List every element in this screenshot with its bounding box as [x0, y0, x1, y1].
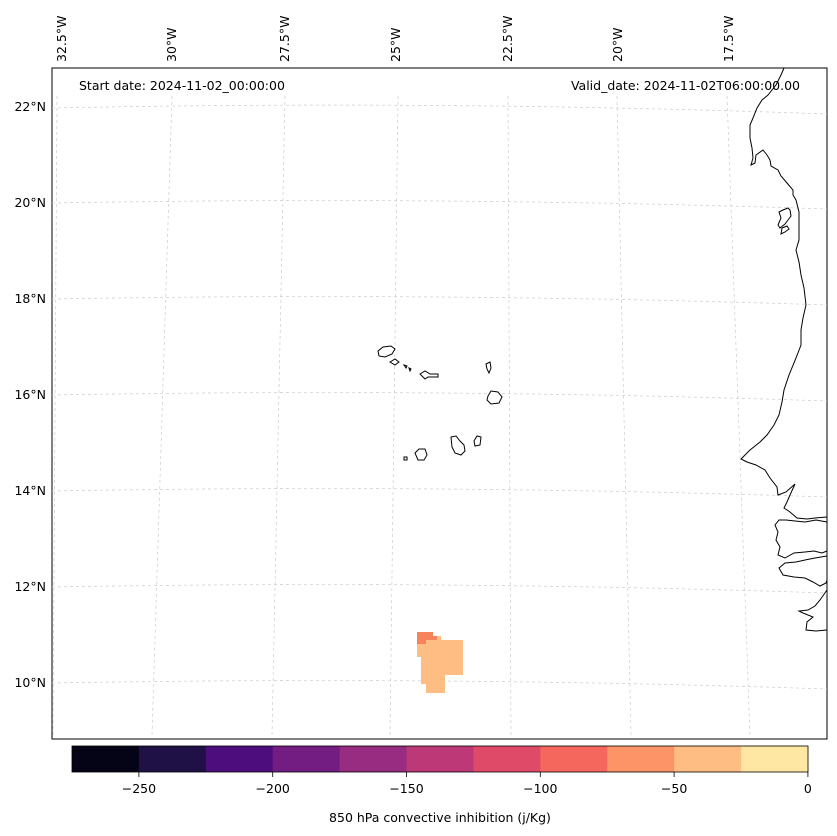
- lat-label: 10°N: [14, 675, 46, 690]
- cape-verde-islands: [377, 345, 503, 461]
- colorbar-tick-labels: −250 −200 −150 −100 −50 0: [122, 781, 812, 796]
- start-date-label: Start date: 2024-11-02_00:00:00: [79, 78, 285, 93]
- lat-label: 20°N: [14, 195, 46, 210]
- cin-patch-edge: [417, 632, 437, 644]
- colorbar-frame: [71, 745, 809, 773]
- colorbar-segment: [741, 746, 809, 772]
- longitude-labels: 32.5°W 30°W 27.5°W 25°W 22.5°W 20°W 17.5…: [54, 16, 736, 62]
- lon-label: 25°W: [388, 27, 403, 62]
- lon-label: 30°W: [164, 27, 179, 62]
- lon-label: 22.5°W: [500, 16, 515, 62]
- colorbar-tick-label: −50: [661, 781, 687, 796]
- valid-date-label: Valid_date: 2024-11-02T06:00:00.00: [571, 78, 800, 93]
- colorbar-segment: [674, 746, 742, 772]
- colorbar-tick-label: −250: [122, 781, 156, 796]
- colorbar-segment: [205, 746, 274, 772]
- gridlines: [51, 95, 828, 736]
- lat-label: 18°N: [14, 291, 46, 306]
- colorbar-segment: [138, 746, 207, 772]
- colorbar-segment: [272, 746, 341, 772]
- colorbar: −250 −200 −150 −100 −50 0 850 hPa convec…: [71, 745, 812, 825]
- cin-patch-main: [417, 632, 463, 693]
- lat-label: 14°N: [14, 483, 46, 498]
- lat-label: 16°N: [14, 387, 46, 402]
- lon-label: 20°W: [610, 27, 625, 62]
- lon-label: 32.5°W: [54, 16, 69, 62]
- colorbar-label: 850 hPa convective inhibition (j/Kg): [329, 810, 551, 825]
- map-frame: [51, 67, 828, 740]
- colorbar-segment: [72, 746, 140, 772]
- colorbar-tick-label: 0: [804, 781, 812, 796]
- lat-label: 12°N: [14, 579, 46, 594]
- cin-data-patch: [417, 632, 463, 693]
- colorbar-segment: [406, 746, 474, 772]
- lon-label: 27.5°W: [277, 16, 292, 62]
- colorbar-segment: [473, 746, 541, 772]
- colorbar-tick-label: −100: [523, 781, 557, 796]
- colorbar-segments: [72, 746, 809, 772]
- colorbar-segment: [339, 746, 408, 772]
- lon-label: 17.5°W: [721, 16, 736, 62]
- colorbar-tick-label: −200: [256, 781, 290, 796]
- colorbar-ticks: [138, 772, 809, 777]
- colorbar-segment: [607, 746, 675, 772]
- lat-label: 22°N: [14, 99, 46, 114]
- colorbar-tick-label: −150: [389, 781, 423, 796]
- latitude-labels: 22°N 20°N 18°N 16°N 14°N 12°N 10°N: [14, 99, 46, 690]
- african-coastline: [740, 67, 828, 632]
- colorbar-segment: [540, 746, 608, 772]
